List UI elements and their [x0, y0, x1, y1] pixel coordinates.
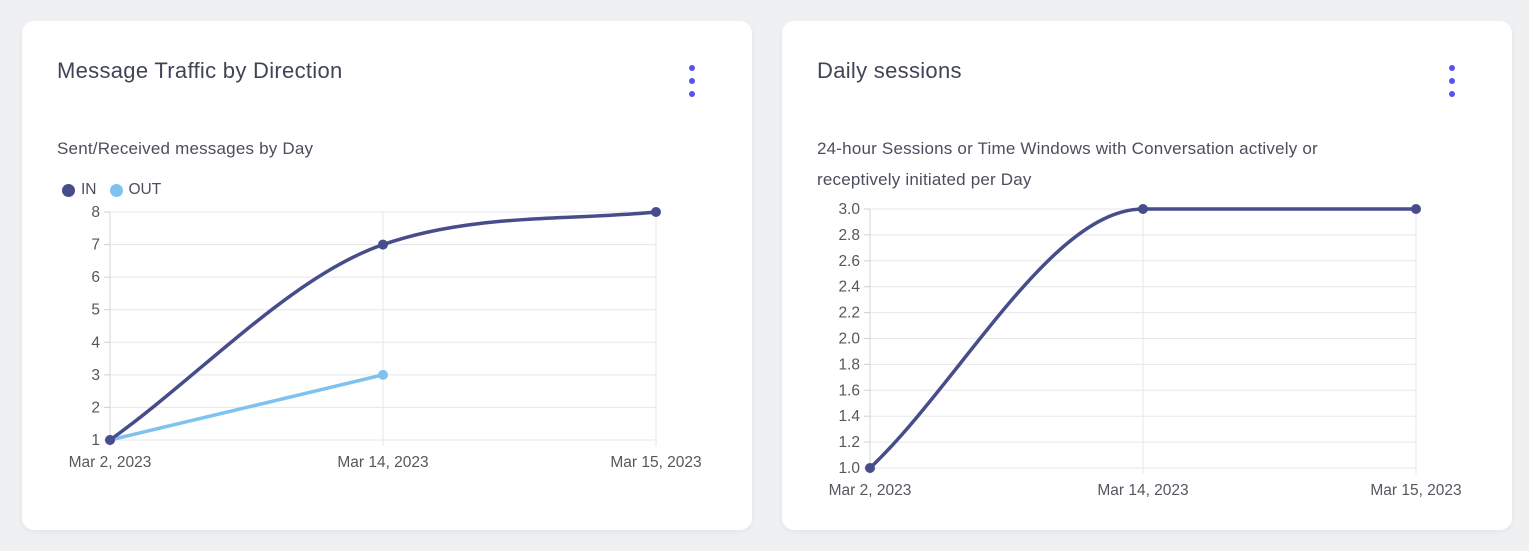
daily-sessions-data-point[interactable]: [1411, 204, 1421, 214]
kebab-dot: [1449, 91, 1455, 97]
y-axis-tick-label: 8: [91, 204, 100, 221]
kebab-dot: [1449, 65, 1455, 71]
x-axis-tick-label: Mar 14, 2023: [337, 454, 428, 471]
y-axis-tick-label: 2.8: [838, 227, 860, 244]
out-data-point[interactable]: [378, 369, 388, 380]
y-axis-tick-label: 6: [91, 269, 100, 286]
kebab-menu-icon[interactable]: [1441, 59, 1463, 103]
in-data-point[interactable]: [105, 435, 115, 445]
x-axis-tick-label: Mar 2, 2023: [69, 454, 152, 471]
legend-label: OUT: [128, 181, 162, 198]
daily-sessions-series-line: [868, 207, 1418, 470]
y-axis-tick-label: 3.0: [838, 201, 860, 218]
card-header: Message Traffic by Direction: [57, 57, 717, 103]
kebab-dot: [689, 65, 695, 71]
kebab-dot: [689, 78, 695, 84]
y-axis-tick-label: 1.6: [838, 382, 860, 399]
legend-swatch-icon: [109, 183, 123, 197]
kebab-dot: [689, 91, 695, 97]
card-subtitle: 24-hour Sessions or Time Windows with Co…: [817, 139, 1318, 189]
x-axis-tick-label: Mar 2, 2023: [829, 482, 912, 499]
y-axis-tick-label: 2.4: [838, 279, 860, 296]
y-axis-tick-label: 2.0: [838, 331, 860, 348]
card-header: Daily sessions: [817, 57, 1477, 103]
card-message-traffic: Message Traffic by Direction Sent/Receiv…: [22, 21, 752, 530]
y-axis-tick-label: 1.2: [838, 434, 860, 451]
legend-item-in[interactable]: IN: [62, 181, 97, 199]
chart-legend: IN OUT: [62, 180, 717, 200]
out-series-line: [108, 373, 385, 442]
card-title: Daily sessions: [817, 58, 962, 83]
in-data-point[interactable]: [378, 239, 388, 250]
kebab-menu-icon[interactable]: [681, 59, 703, 103]
card-title: Message Traffic by Direction: [57, 58, 343, 83]
y-axis-tick-label: 1.8: [838, 356, 860, 373]
y-axis-tick-label: 1.0: [838, 460, 860, 477]
y-axis-tick-label: 2.2: [838, 305, 860, 322]
y-axis-tick-label: 2.6: [838, 253, 860, 270]
card-daily-sessions: Daily sessions 24-hour Sessions or Time …: [782, 21, 1512, 530]
legend-item-out[interactable]: OUT: [109, 181, 162, 199]
kebab-dot: [1449, 78, 1455, 84]
y-axis-tick-label: 3: [91, 367, 100, 384]
legend-label: IN: [81, 181, 97, 198]
x-axis-tick-label: Mar 15, 2023: [1370, 482, 1461, 499]
card-subtitle: Sent/Received messages by Day: [57, 139, 314, 158]
message-traffic-line-chart[interactable]: 1 2 3 4 5 6 7 8 Mar 2, 2023 Mar 14, 2023 Mar 15, 2…: [55, 204, 715, 476]
y-axis-tick-label: 7: [91, 237, 100, 254]
y-axis-tick-label: 5: [91, 302, 100, 319]
x-axis-tick-label: Mar 15, 2023: [610, 454, 701, 471]
daily-sessions-data-point[interactable]: [865, 463, 875, 473]
in-data-point[interactable]: [651, 207, 661, 217]
y-axis-tick-label: 1.4: [838, 408, 860, 425]
daily-sessions-line-chart[interactable]: 1.0 1.2 1.4 1.6 1.8 2.0 2.2 2.4 2.6 2.8 3.0 Mar 2, …: [815, 199, 1475, 505]
y-axis-tick-label: 2: [91, 399, 100, 416]
daily-sessions-data-point[interactable]: [1138, 204, 1148, 214]
y-axis-tick-label: 4: [91, 334, 100, 351]
y-axis-tick-label: 1: [91, 432, 100, 449]
legend-swatch-icon: [62, 183, 75, 197]
x-axis-tick-label: Mar 14, 2023: [1097, 482, 1188, 499]
